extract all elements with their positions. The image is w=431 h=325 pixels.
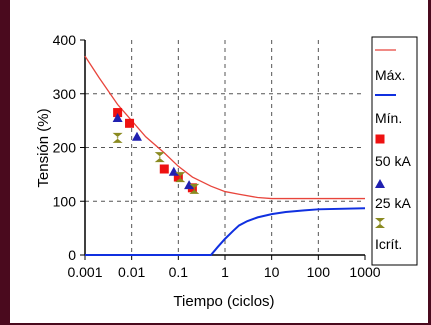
x-tick-label: 100 — [307, 264, 331, 280]
series-line-m-n — [85, 207, 366, 256]
legend-label-m-n: Mín. — [375, 110, 402, 126]
data-point-25-ka — [184, 180, 195, 190]
data-point-50-ka — [173, 172, 183, 182]
y-tick-label: 0 — [68, 247, 76, 263]
data-point-50-ka — [159, 164, 169, 174]
plot-area — [84, 55, 366, 256]
tick-labels: 0.001 0.01 0.1 1 10 100 1000 0 100 200 300 400 — [53, 32, 381, 280]
data-point-icr-t — [112, 132, 123, 143]
grid — [80, 39, 366, 260]
series-line-m-x — [84, 55, 365, 200]
x-tick-label: 10 — [264, 264, 280, 280]
x-tick-label: 0.1 — [169, 264, 189, 280]
legend-label-50-ka: 50 kA — [375, 153, 411, 169]
data-point-icr-t — [154, 152, 165, 163]
x-tick-label: 0.001 — [67, 264, 102, 280]
data-point-50-ka — [113, 108, 123, 118]
x-tick-label: 0.01 — [118, 264, 145, 280]
data-point-25-ka — [112, 112, 123, 122]
data-point-icr-t — [189, 183, 200, 194]
data-point-icr-t — [175, 172, 186, 183]
legend-swatch-50-ka — [375, 134, 385, 144]
chart-panel — [10, 0, 428, 323]
y-tick-label: 200 — [53, 140, 77, 156]
x-tick-label: 1000 — [349, 264, 380, 280]
x-tick-label: 1 — [221, 264, 229, 280]
data-point-25-ka — [131, 131, 142, 141]
legend-label-25-ka: 25 kA — [375, 195, 411, 211]
y-tick-label: 100 — [53, 193, 77, 209]
legend-swatch-icr-t — [375, 218, 385, 228]
y-tick-label: 400 — [53, 32, 77, 48]
x-axis-title: Tiempo (ciclos) — [173, 293, 274, 310]
y-tick-label: 300 — [53, 86, 77, 102]
data-point-25-ka — [168, 166, 179, 176]
legend-label-m-x: Máx. — [375, 67, 405, 83]
y-axis-title: Tensión (%) — [35, 108, 52, 187]
legend: Máx. Mín. 50 kA 25 kA Icrít. — [371, 36, 418, 266]
legend-swatch-25-ka — [375, 179, 385, 188]
data-point-50-ka — [125, 118, 135, 128]
legend-label-icr-t: Icrít. — [375, 236, 402, 252]
